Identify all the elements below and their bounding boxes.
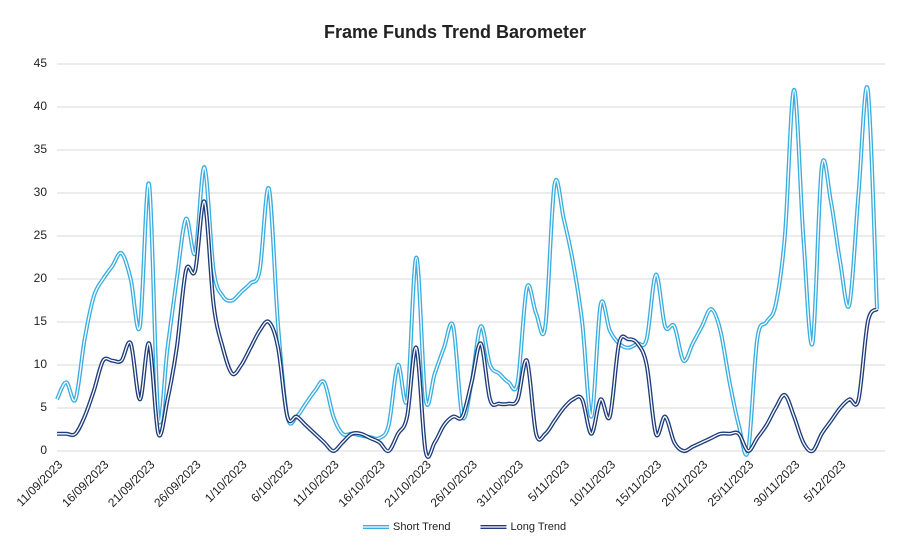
x-tick-label: 5/11/2023 [525,457,572,504]
x-tick-label: 26/09/2023 [151,457,204,510]
x-tick-label: 31/10/2023 [474,457,527,510]
y-tick-label: 45 [34,56,48,70]
x-tick-label: 26/10/2023 [428,457,481,510]
x-tick-label: 16/10/2023 [335,457,388,510]
y-tick-label: 0 [40,443,47,457]
x-tick-label: 11/09/2023 [14,457,66,509]
y-tick-label: 10 [34,357,48,371]
y-tick-label: 20 [34,271,48,285]
x-tick-label: 21/10/2023 [382,457,435,510]
y-tick-label: 15 [34,314,48,328]
legend-label: Long Trend [510,521,566,533]
y-tick-label: 25 [34,228,48,242]
x-tick-label: 20/11/2023 [659,457,711,509]
legend-label: Short Trend [393,521,450,533]
x-tick-label: 10/11/2023 [566,457,618,509]
y-tick-label: 35 [34,142,48,156]
x-tick-label: 16/09/2023 [59,457,112,510]
y-tick-label: 5 [40,400,47,414]
y-tick-label: 30 [34,185,48,199]
x-tick-label: 6/10/2023 [248,457,296,505]
y-tick-label: 40 [34,99,48,113]
x-tick-label: 11/10/2023 [290,457,342,509]
x-tick-label: 5/12/2023 [801,457,849,505]
x-tick-label: 21/09/2023 [105,457,158,510]
x-tick-label: 15/11/2023 [613,457,665,509]
chart-title: Frame Funds Trend Barometer [324,22,586,42]
x-tick-label: 25/11/2023 [705,457,757,509]
x-tick-label: 1/10/2023 [202,457,250,505]
x-tick-label: 30/11/2023 [751,457,803,509]
line-highlight [56,200,878,458]
